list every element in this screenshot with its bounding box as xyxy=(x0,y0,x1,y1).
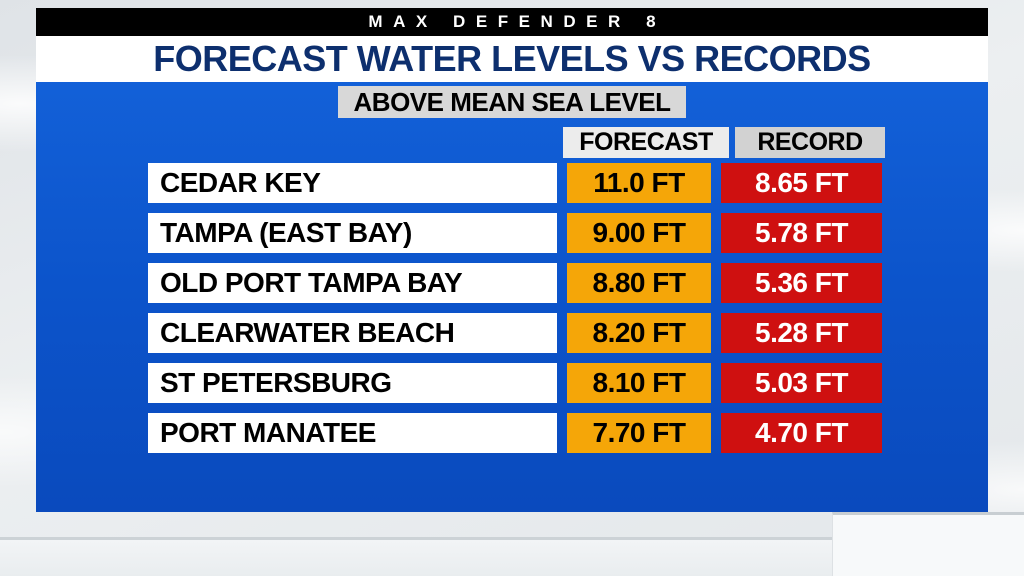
location-cell: PORT MANATEE xyxy=(148,413,557,453)
record-cell: 5.78 FT xyxy=(721,213,882,253)
location-cell: CLEARWATER BEACH xyxy=(148,313,557,353)
table-row: OLD PORT TAMPA BAY 8.80 FT 5.36 FT xyxy=(36,263,988,303)
forecast-cell: 8.20 FT xyxy=(567,313,711,353)
location-cell: CEDAR KEY xyxy=(148,163,557,203)
graphic-panel: MAX DEFENDER 8 FORECAST WATER LEVELS VS … xyxy=(36,8,988,512)
forecast-cell: 9.00 FT xyxy=(567,213,711,253)
page-title: FORECAST WATER LEVELS VS RECORDS xyxy=(153,38,871,79)
record-cell: 5.36 FT xyxy=(721,263,882,303)
record-cell: 8.65 FT xyxy=(721,163,882,203)
forecast-cell: 11.0 FT xyxy=(567,163,711,203)
location-cell: OLD PORT TAMPA BAY xyxy=(148,263,557,303)
bottom-divider xyxy=(0,537,1024,540)
bottom-right-panel xyxy=(832,512,1024,576)
subtitle-wrap: ABOVE MEAN SEA LEVEL xyxy=(36,86,988,118)
subtitle-badge: ABOVE MEAN SEA LEVEL xyxy=(337,86,687,118)
record-cell: 5.28 FT xyxy=(721,313,882,353)
brand-banner: MAX DEFENDER 8 xyxy=(36,8,988,36)
title-band: FORECAST WATER LEVELS VS RECORDS xyxy=(36,36,988,82)
table-row: PORT MANATEE 7.70 FT 4.70 FT xyxy=(36,413,988,453)
column-header-forecast: FORECAST xyxy=(563,127,729,158)
record-cell: 4.70 FT xyxy=(721,413,882,453)
forecast-cell: 7.70 FT xyxy=(567,413,711,453)
record-cell: 5.03 FT xyxy=(721,363,882,403)
location-cell: ST PETERSBURG xyxy=(148,363,557,403)
location-cell: TAMPA (EAST BAY) xyxy=(148,213,557,253)
table-row: CLEARWATER BEACH 8.20 FT 5.28 FT xyxy=(36,313,988,353)
table-row: ST PETERSBURG 8.10 FT 5.03 FT xyxy=(36,363,988,403)
brand-text: MAX DEFENDER 8 xyxy=(368,12,667,31)
table-row: CEDAR KEY 11.0 FT 8.65 FT xyxy=(36,163,988,203)
forecast-cell: 8.10 FT xyxy=(567,363,711,403)
forecast-cell: 8.80 FT xyxy=(567,263,711,303)
table-row: TAMPA (EAST BAY) 9.00 FT 5.78 FT xyxy=(36,213,988,253)
column-header-record: RECORD xyxy=(735,127,885,158)
